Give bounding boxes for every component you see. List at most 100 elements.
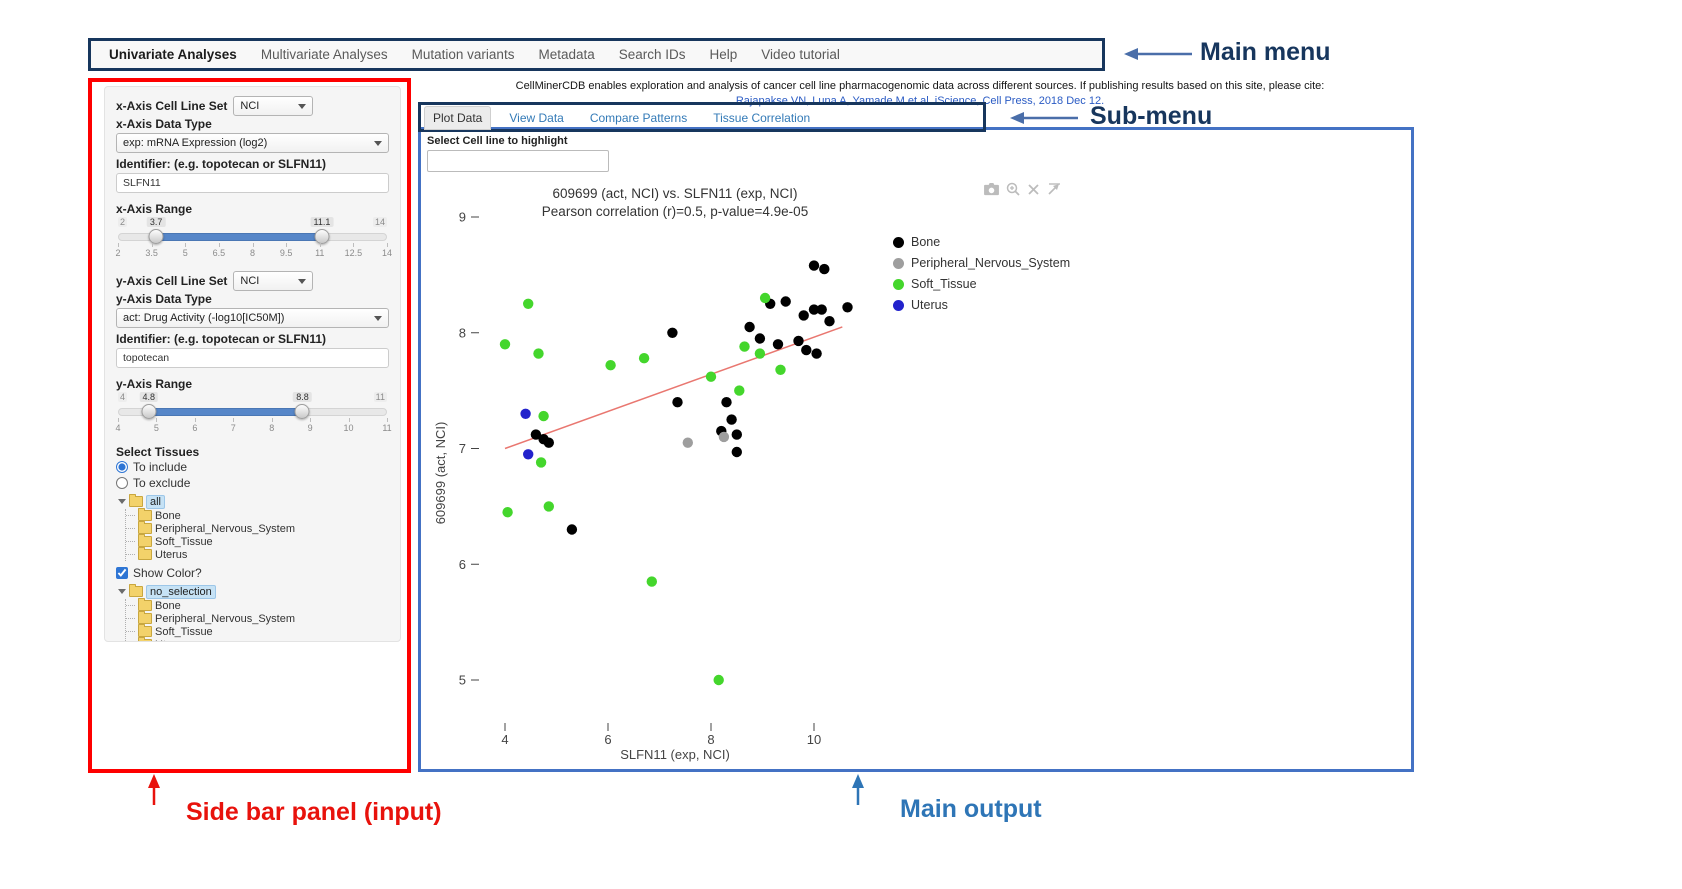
slider-from-label: 4.8 [139,392,158,402]
tree-expander-icon[interactable] [118,589,126,594]
folder-icon [138,534,152,547]
scatter-plot[interactable]: 609699 (act, NCI) vs. SLFN11 (exp, NCI) … [433,178,903,773]
expand-arrow-icon[interactable] [1047,182,1061,196]
slider-max-label: 14 [372,217,387,227]
sidebar-arrow-icon [146,774,162,811]
menu-item-video-tutorial[interactable]: Video tutorial [761,47,840,62]
x-range-slider[interactable]: 2 14 3.7 11.1 2 3.5 5 6.5 8 9.5 11 12.5 14 [115,217,392,261]
tree-item-soft-tissue[interactable]: Soft_Tissue [126,624,389,638]
y-data-type-label: y-Axis Data Type [116,292,212,306]
plot-title: 609699 (act, NCI) vs. SLFN11 (exp, NCI) [552,186,797,201]
y-range-label: y-Axis Range [116,377,193,391]
show-color-label: Show Color? [133,566,202,580]
menu-item-search-ids[interactable]: Search IDs [618,47,686,62]
legend-item-peripheral-nervous-system[interactable]: Peripheral_Nervous_System [893,256,1070,270]
main-output-arrow-icon [850,774,866,811]
menu-item-multivariate-analyses[interactable]: Multivariate Analyses [260,47,388,62]
y-cell-line-set-select[interactable]: NCI [233,271,314,291]
menu-item-univariate-analyses[interactable]: Univariate Analyses [109,47,237,62]
show-color-checkbox[interactable] [116,567,128,579]
to-include-radio[interactable] [116,461,128,473]
submenu-annotation: Sub-menu [1090,102,1213,130]
legend-item-bone[interactable]: Bone [893,235,1070,249]
camera-icon[interactable] [984,182,999,196]
slider-selected-bar[interactable] [148,408,305,416]
tree-item-peripheral-nervous-system[interactable]: Peripheral_Nervous_System [126,611,389,625]
y-data-type-select[interactable]: act: Drug Activity (-log10[IC50M]) [116,308,389,328]
slider-handle-to[interactable] [294,404,310,419]
cross-icon[interactable] [1027,183,1040,196]
tab-tissue-correlation[interactable]: Tissue Correlation [713,111,811,125]
sidebar-panel: x-Axis Cell Line Set NCI x-Axis Data Typ… [104,86,401,642]
submenu-arrow-icon [1008,110,1080,131]
svg-text:10: 10 [807,732,821,747]
tree-root-all[interactable]: all [146,494,166,509]
y-axis-title: 609699 (act, NCI) [433,422,448,525]
main-menu-annotation: Main menu [1200,38,1331,66]
menu-item-mutation-variants[interactable]: Mutation variants [411,47,515,62]
to-exclude-radio[interactable] [116,477,128,489]
slider-to-label: 11.1 [310,217,334,227]
tree-item-uterus[interactable]: Uterus [126,547,389,561]
sidebar-annotation: Side bar panel (input) [186,798,442,826]
slider-min-label: 4 [118,392,128,402]
highlight-label: Select Cell line to highlight [427,135,568,147]
sidebar-annotation-box [88,78,411,773]
tree-item-soft-tissue[interactable]: Soft_Tissue [126,534,389,548]
folder-icon [129,494,143,507]
x-cell-line-set-select[interactable]: NCI [233,96,314,116]
x-axis-title: SLFN11 (exp, NCI) [620,747,730,762]
svg-text:5: 5 [459,673,466,688]
tree-item-uterus[interactable]: Uterus [126,637,389,641]
slider-from-label: 3.7 [146,217,166,227]
svg-text:9: 9 [459,210,466,225]
folder-icon [138,547,152,560]
x-data-type-select[interactable]: exp: mRNA Expression (log2) [116,133,389,153]
y-cell-line-set-label: y-Axis Cell Line Set [116,274,228,288]
tree-expander-icon[interactable] [118,499,126,504]
legend-item-uterus[interactable]: Uterus [893,298,1070,312]
tree-item-peripheral-nervous-system[interactable]: Peripheral_Nervous_System [126,521,389,535]
x-range-label: x-Axis Range [116,202,193,216]
folder-icon [138,508,152,521]
to-exclude-label: To exclude [133,476,191,490]
folder-icon [138,521,152,534]
folder-icon [138,611,152,624]
legend-item-soft-tissue[interactable]: Soft_Tissue [893,277,1070,291]
y-identifier-input[interactable] [116,348,389,368]
to-include-label: To include [133,460,188,474]
tree-item-bone[interactable]: Bone [126,508,389,522]
y-range-slider[interactable]: 4 11 4.8 8.8 4 5 6 7 8 9 10 11 [115,392,392,436]
tab-view-data[interactable]: View Data [509,111,564,125]
submenu-tabs: Plot Data View Data Compare Patterns Tissue… [424,106,818,130]
svg-text:7: 7 [459,441,466,456]
slider-handle-from[interactable] [141,404,157,419]
cite-text: CellMinerCDB enables exploration and ana… [515,80,1325,92]
menu-item-metadata[interactable]: Metadata [538,47,595,62]
highlight-input[interactable] [427,150,609,172]
y-identifier-label: Identifier: (e.g. topotecan or SLFN11) [116,332,327,346]
x-data-type-label: x-Axis Data Type [116,117,212,131]
legend-dot-icon [893,236,904,248]
main-output-panel: Select Cell line to highlight 609699 (ac… [418,127,1414,772]
zoom-in-icon[interactable] [1006,182,1020,196]
tab-plot-data[interactable]: Plot Data [424,106,492,130]
slider-selected-bar[interactable] [156,233,324,241]
folder-icon [138,637,152,641]
tree-item-bone[interactable]: Bone [126,598,389,612]
x-identifier-input[interactable] [116,173,389,193]
tab-compare-patterns[interactable]: Compare Patterns [589,111,688,125]
slider-max-label: 11 [373,392,387,402]
legend-dot-icon [893,299,904,311]
svg-text:6: 6 [604,732,611,747]
svg-text:8: 8 [707,732,714,747]
svg-text:8: 8 [459,325,466,340]
tissue-include-tree: all Bone Peripheral_Nervous_System Soft_Tis… [118,494,389,561]
tree-root-no-selection[interactable]: no_selection [146,584,216,599]
menu-item-help[interactable]: Help [709,47,738,62]
slider-handle-from[interactable] [148,229,164,244]
plot-legend: Bone Peripheral_Nervous_System Soft_Tissue… [893,235,1070,312]
slider-handle-to[interactable] [314,229,330,244]
folder-icon [129,584,143,597]
svg-text:6: 6 [459,557,466,572]
